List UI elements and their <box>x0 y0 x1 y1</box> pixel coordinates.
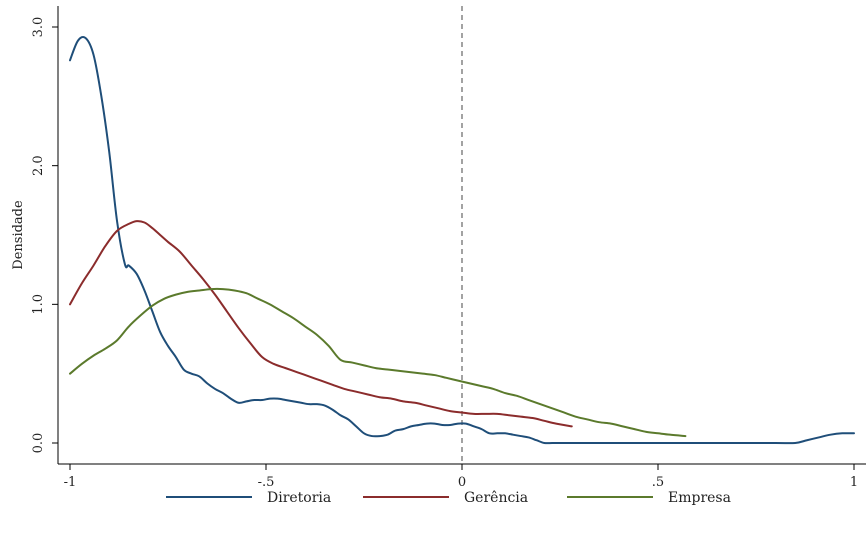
y-tick-label: 2.0 <box>31 155 46 176</box>
y-tick-label: 0.0 <box>31 433 46 454</box>
legend: Diretoria Gerência Empresa <box>166 490 731 506</box>
x-tick-label: -.5 <box>258 475 275 490</box>
x-tick-label: .5 <box>652 475 664 490</box>
x-tick-label: -1 <box>64 475 77 490</box>
y-axis-title: Densidade <box>11 200 26 270</box>
x-tick-label: 1 <box>850 475 858 490</box>
legend-label-empresa: Empresa <box>668 490 731 506</box>
y-tick-label: 1.0 <box>31 294 46 315</box>
series-line-gerencia <box>70 221 572 426</box>
y-ticks: 0.0 1.0 2.0 3.0 <box>31 17 58 454</box>
y-tick-label: 3.0 <box>31 17 46 38</box>
x-ticks: -1 -.5 0 .5 1 <box>64 464 858 490</box>
plot-area: -1 -.5 0 .5 1 0.0 1.0 2.0 3.0 <box>31 6 866 490</box>
series-line-empresa <box>70 289 685 436</box>
x-tick-label: 0 <box>458 475 466 490</box>
legend-label-gerencia: Gerência <box>464 490 528 506</box>
legend-label-diretoria: Diretoria <box>267 490 331 506</box>
